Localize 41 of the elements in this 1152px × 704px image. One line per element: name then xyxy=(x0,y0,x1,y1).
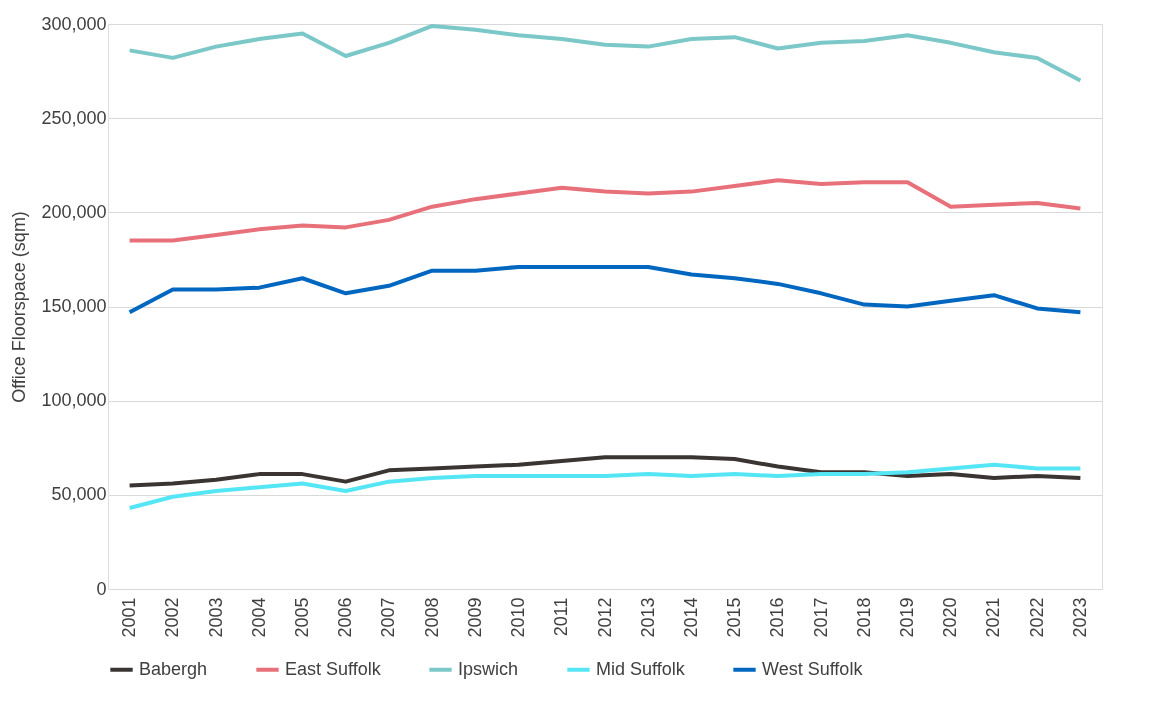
x-tick-label: 2008 xyxy=(421,597,442,638)
x-tick-label: 2020 xyxy=(940,597,961,638)
y-tick-label: 300,000 xyxy=(41,13,107,34)
x-tick-label: 2014 xyxy=(680,597,701,638)
legend-label: Mid Suffolk xyxy=(596,658,686,679)
legend-label: East Suffolk xyxy=(285,658,382,679)
x-tick-label: 2006 xyxy=(335,597,356,638)
x-tick-label: 2002 xyxy=(162,597,183,638)
x-tick-label: 2018 xyxy=(853,597,874,638)
x-tick-label: 2013 xyxy=(637,597,658,638)
y-tick-label: 200,000 xyxy=(41,201,107,222)
x-tick-label: 2003 xyxy=(205,597,226,638)
x-tick-label: 2021 xyxy=(983,597,1004,638)
y-tick-label: 250,000 xyxy=(41,107,107,128)
y-axis-title: Office Floorspace (sqm) xyxy=(9,211,30,403)
x-tick-label: 2023 xyxy=(1069,597,1090,638)
x-tick-label: 2022 xyxy=(1026,597,1047,638)
line-series xyxy=(127,178,1083,243)
legend-label: Ipswich xyxy=(458,658,519,679)
x-tick-label: 2015 xyxy=(724,597,745,638)
line-series xyxy=(127,455,1083,488)
x-tick-label: 2001 xyxy=(119,597,140,638)
y-tick-label: 0 xyxy=(96,578,107,599)
x-tick-label: 2007 xyxy=(378,597,399,638)
x-tick-label: 2016 xyxy=(767,597,788,638)
legend-label: West Suffolk xyxy=(762,658,864,679)
x-tick-label: 2012 xyxy=(594,597,615,638)
x-tick-label: 2011 xyxy=(551,597,572,637)
y-tick-label: 50,000 xyxy=(51,484,107,505)
x-tick-label: 2005 xyxy=(291,597,312,638)
line-series xyxy=(127,264,1083,315)
legend-label: Babergh xyxy=(139,658,208,679)
line-series xyxy=(127,462,1083,511)
x-tick-label: 2004 xyxy=(248,597,269,638)
line-series xyxy=(127,23,1083,83)
x-tick-label: 2010 xyxy=(508,597,529,638)
x-tick-label: 2017 xyxy=(810,597,831,638)
x-tick-label: 2009 xyxy=(464,597,485,638)
x-tick-label: 2019 xyxy=(897,597,918,638)
y-tick-label: 150,000 xyxy=(41,296,107,316)
y-tick-label: 100,000 xyxy=(41,390,107,411)
